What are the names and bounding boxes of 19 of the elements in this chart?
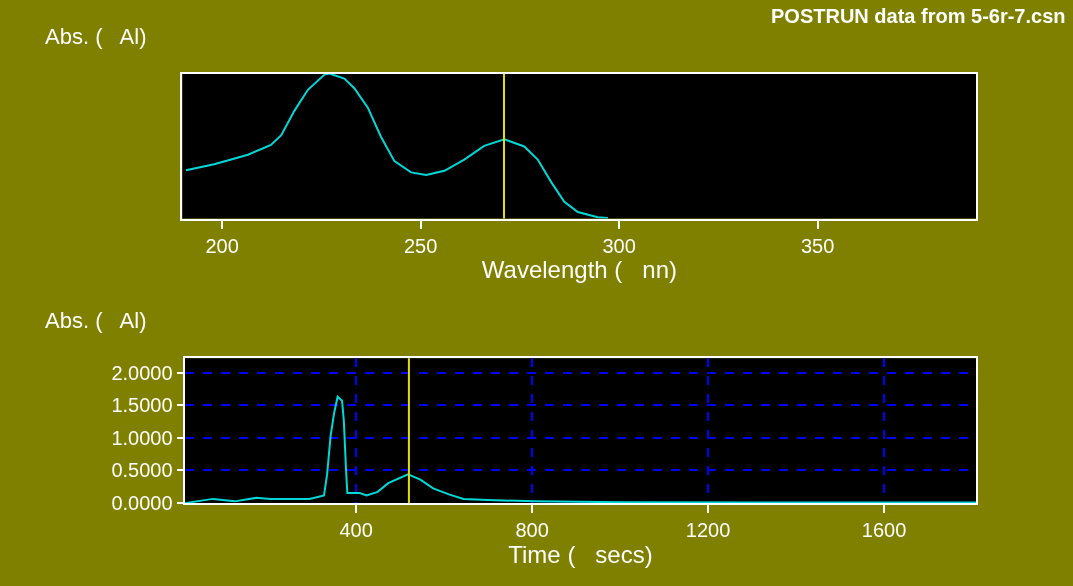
x-tick-label: 300 [602,234,636,257]
x-tick-label: 800 [515,519,549,542]
y-tick-label: 0.5000 [111,459,173,482]
x-axis-title: Wavelength ( nn) [481,256,678,284]
x-tick-label: 1200 [685,519,731,542]
y-tick-label: 2.0000 [111,361,173,384]
y-tick-label: 1.0000 [111,426,173,449]
y-axis-title: Abs. ( Al) [45,24,147,49]
line-series [184,395,977,504]
x-tick-label: 1600 [861,519,907,542]
x-tick-label: 350 [800,234,835,257]
x-tick-label: 200 [205,234,239,257]
x-tick-label: 250 [403,234,438,257]
x-axis-title: Time ( secs) [508,541,653,569]
x-tick-label: 400 [339,519,373,542]
y-axis-title: Abs. ( Al) [45,308,147,333]
y-tick-label: 1.5000 [111,394,173,417]
chart-title: POSTRUN data from 5-6r-7.csn [771,5,1066,27]
y-tick-label: 0.0000 [111,492,173,515]
